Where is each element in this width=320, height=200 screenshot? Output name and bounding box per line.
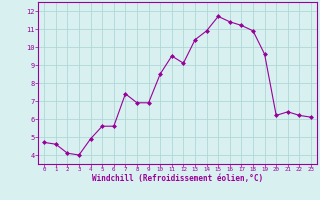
X-axis label: Windchill (Refroidissement éolien,°C): Windchill (Refroidissement éolien,°C): [92, 174, 263, 183]
